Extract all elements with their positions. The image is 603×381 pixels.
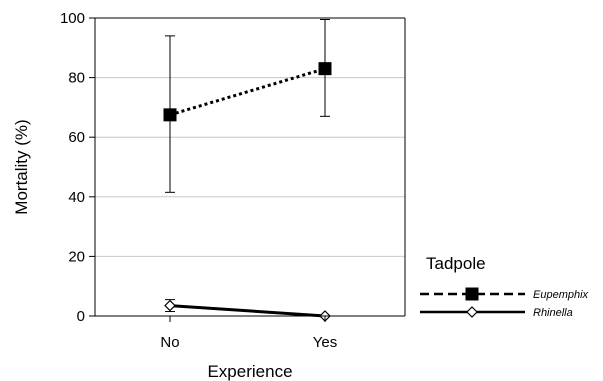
y-tick-label-100: 100 — [60, 10, 85, 27]
y-tick-label-40: 40 — [68, 189, 85, 206]
series-rhinella — [164, 299, 331, 322]
series-line-eupemphix — [169, 67, 326, 117]
legend-marker-rhinella — [466, 306, 478, 318]
y-tick-label-60: 60 — [68, 129, 85, 146]
tick-labels: 0 20 40 60 80 100 No Yes — [60, 10, 337, 351]
gridlines — [95, 77, 405, 257]
x-tick-label-no: No — [160, 334, 179, 351]
y-axis-title: Mortality (%) — [12, 119, 31, 214]
data-point-eupemphix-yes — [318, 62, 332, 76]
y-tick-label-0: 0 — [77, 308, 85, 325]
data-point-rhinella-no — [164, 299, 176, 312]
x-axis-title: Experience — [207, 362, 292, 381]
series-line-rhinella — [169, 304, 326, 318]
legend: Tadpole Eupemphix Rhinella — [420, 254, 589, 319]
y-tick-label-20: 20 — [68, 248, 85, 265]
y-tick-label-80: 80 — [68, 70, 85, 87]
series-eupemphix — [163, 18, 332, 193]
legend-label-rhinella: Rhinella — [533, 307, 573, 319]
legend-marker-eupemphix — [465, 287, 479, 301]
series-layer — [163, 18, 332, 322]
legend-title: Tadpole — [426, 254, 486, 273]
axes — [94, 17, 406, 317]
legend-label-eupemphix: Eupemphix — [533, 289, 589, 301]
data-point-eupemphix-no — [163, 108, 177, 122]
x-tick-label-yes: Yes — [313, 334, 337, 351]
